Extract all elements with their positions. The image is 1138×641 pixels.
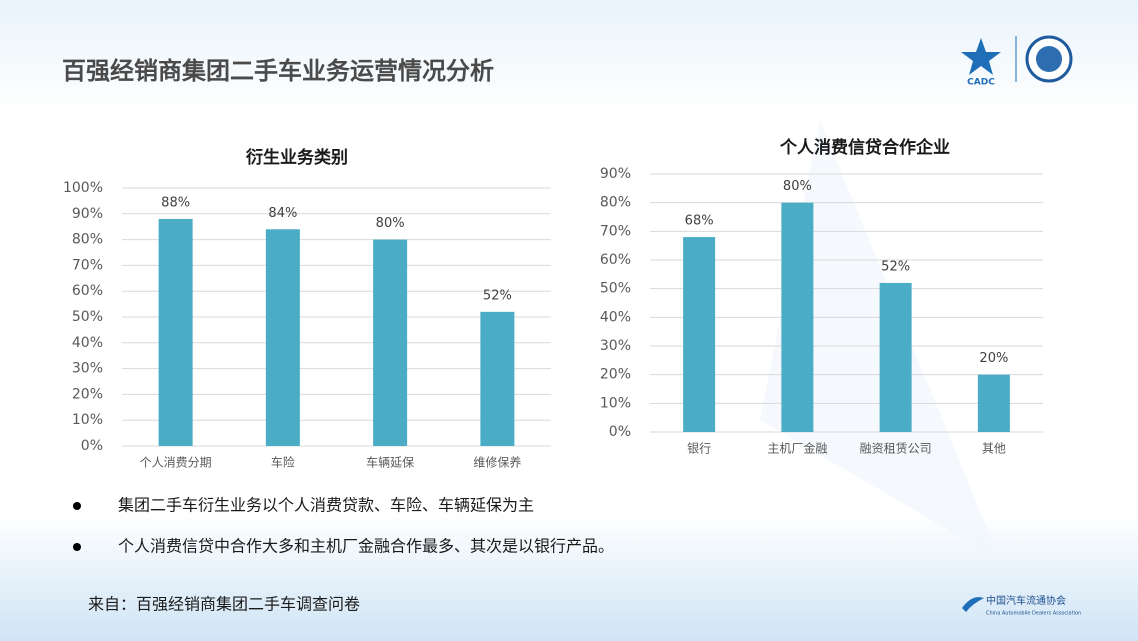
bar bbox=[158, 218, 193, 446]
logo-text: CADC bbox=[967, 78, 995, 88]
x-tick-label: 其他 bbox=[982, 442, 1006, 456]
value-label: 68% bbox=[685, 214, 714, 229]
y-tick-label: 50% bbox=[72, 309, 103, 325]
value-label: 80% bbox=[376, 216, 405, 231]
value-label: 88% bbox=[161, 195, 190, 210]
x-tick-label: 车辆延保 bbox=[366, 455, 414, 470]
footer-org: 中国汽车流通协会 bbox=[986, 594, 1066, 607]
bullet-text: 集团二手车衍生业务以个人消费贷款、车险、车辆延保为主 bbox=[118, 496, 534, 515]
bullet-dot bbox=[73, 502, 81, 510]
y-tick-label: 70% bbox=[72, 257, 103, 273]
y-tick-label: 30% bbox=[72, 361, 103, 377]
y-tick-label: 70% bbox=[600, 223, 631, 239]
chart-title: 个人消费信贷合作企业 bbox=[779, 137, 950, 158]
bullet-text: 个人消费信贷中合作大多和主机厂金融合作最多、其次是以银行产品。 bbox=[118, 537, 614, 556]
y-tick-label: 10% bbox=[600, 395, 631, 411]
x-tick-label: 主机厂金融 bbox=[767, 441, 827, 456]
x-tick-label: 融资租赁公司 bbox=[860, 442, 932, 456]
bar bbox=[480, 311, 515, 446]
value-label: 20% bbox=[979, 351, 1008, 366]
y-tick-label: 30% bbox=[600, 338, 631, 354]
bullet-dot bbox=[73, 543, 81, 551]
bar bbox=[781, 202, 814, 432]
value-label: 80% bbox=[783, 179, 812, 194]
value-label: 84% bbox=[268, 206, 297, 221]
chart-title: 衍生业务类别 bbox=[246, 147, 348, 168]
y-tick-label: 90% bbox=[72, 206, 103, 222]
bullets: 集团二手车衍生业务以个人消费贷款、车险、车辆延保为主 个人消费信贷中合作大多和主… bbox=[73, 496, 614, 556]
y-tick-label: 80% bbox=[600, 195, 631, 211]
y-tick-label: 60% bbox=[600, 252, 631, 268]
value-label: 52% bbox=[881, 259, 910, 274]
y-tick-label: 40% bbox=[600, 309, 631, 325]
y-tick-label: 100% bbox=[63, 180, 103, 196]
y-tick-label: 60% bbox=[72, 283, 103, 299]
bar bbox=[879, 282, 912, 432]
y-tick-label: 0% bbox=[609, 424, 631, 440]
bar bbox=[683, 237, 716, 432]
y-tick-label: 20% bbox=[600, 367, 631, 383]
y-tick-label: 10% bbox=[72, 412, 103, 428]
x-tick-label: 银行 bbox=[687, 442, 711, 456]
x-tick-label: 个人消费分期 bbox=[140, 456, 212, 470]
x-tick-label: 维修保养 bbox=[473, 455, 521, 470]
logo-star bbox=[961, 38, 1001, 75]
y-tick-label: 20% bbox=[72, 386, 103, 402]
footer-org-en: China Automobile Dealers Association bbox=[986, 611, 1081, 617]
bar bbox=[977, 374, 1010, 432]
y-tick-label: 90% bbox=[600, 166, 631, 182]
bar bbox=[265, 229, 300, 446]
y-tick-label: 50% bbox=[600, 281, 631, 297]
value-label: 52% bbox=[483, 288, 512, 303]
x-tick-label: 车险 bbox=[271, 455, 295, 470]
page-title: 百强经销商集团二手车业务运营情况分析 bbox=[62, 57, 494, 85]
logo-seal-inner bbox=[1036, 46, 1062, 72]
source: 来自：百强经销商集团二手车调查问卷 bbox=[88, 595, 360, 614]
y-tick-label: 0% bbox=[81, 438, 103, 454]
bar bbox=[373, 239, 408, 446]
footer-logo bbox=[962, 597, 984, 612]
y-tick-label: 40% bbox=[72, 335, 103, 351]
y-tick-label: 80% bbox=[72, 232, 103, 248]
